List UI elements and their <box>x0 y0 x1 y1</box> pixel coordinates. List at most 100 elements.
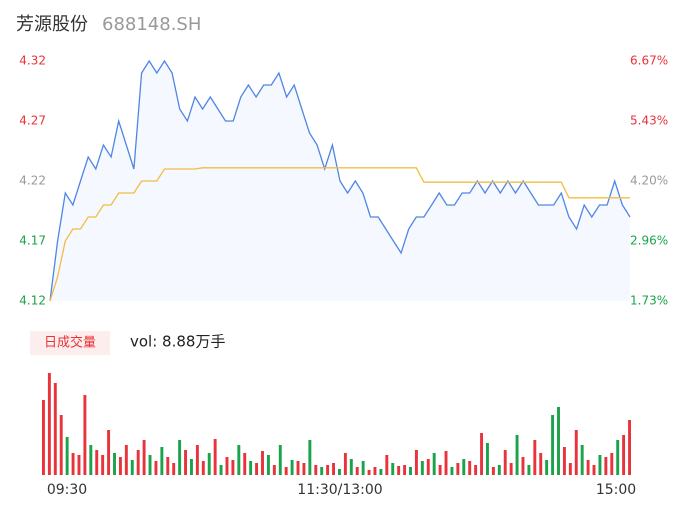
y-tick-label: 4.17 <box>19 234 46 248</box>
x-tick-label: 15:00 <box>596 482 636 498</box>
volume-bar <box>403 465 407 475</box>
volume-bar <box>272 465 276 475</box>
volume-bar <box>47 373 51 475</box>
volume-bar <box>178 440 182 475</box>
volume-bar <box>391 463 395 475</box>
volume-bar <box>154 461 158 475</box>
volume-bar <box>515 435 519 475</box>
volume-bar <box>432 453 436 475</box>
volume-bar <box>243 453 247 475</box>
volume-bar <box>343 453 347 475</box>
volume-bar <box>480 433 483 475</box>
volume-bar <box>574 430 578 475</box>
volume-bar <box>107 430 111 475</box>
y2-tick-label: 4.20% <box>630 174 668 188</box>
volume-bar <box>213 439 217 475</box>
volume-bar <box>456 463 460 475</box>
volume-bar <box>314 465 318 475</box>
volume-bar <box>219 465 223 475</box>
volume-bar <box>59 415 63 475</box>
volume-bar <box>527 465 531 475</box>
volume-bar <box>207 453 211 475</box>
y-tick-label: 4.27 <box>19 114 46 128</box>
volume-bar <box>539 453 543 475</box>
volume-bar <box>414 450 418 475</box>
volume-bar <box>284 467 288 475</box>
volume-bar <box>450 467 454 475</box>
volume-bar <box>278 445 282 475</box>
volume-bar <box>326 465 330 475</box>
price-line <box>49 59 631 302</box>
volume-label: 日成交量 <box>44 335 96 351</box>
volume-bar <box>486 443 489 475</box>
chart-title: 芳源股份 <box>16 14 88 35</box>
volume-bar <box>71 453 75 475</box>
volume-bar <box>438 465 442 475</box>
volume-bar <box>320 467 324 475</box>
volume-bar <box>385 455 389 475</box>
volume-bar <box>444 451 448 475</box>
y-tick-label: 4.22 <box>19 174 46 188</box>
volume-bar <box>367 470 371 475</box>
y2-tick-label: 1.73% <box>630 294 668 308</box>
volume-bar <box>598 455 602 475</box>
volume-bar <box>349 459 353 475</box>
volume-bar <box>622 435 626 475</box>
y-tick-label: 4.12 <box>19 294 46 308</box>
volume-bar <box>426 459 430 475</box>
y2-tick-label: 5.43% <box>630 114 668 128</box>
volume-bar <box>290 460 294 475</box>
volume-bar <box>562 447 566 475</box>
volume-bar <box>361 461 365 475</box>
y-tick-label: 4.32 <box>19 54 46 68</box>
volume-bar <box>497 465 501 475</box>
volume-bar <box>468 461 472 475</box>
volume-bar <box>409 467 412 475</box>
volume-bar <box>136 450 140 475</box>
volume-bar <box>610 453 614 475</box>
volume-bar <box>124 445 128 475</box>
volume-bar <box>142 440 146 475</box>
volume-bar <box>53 383 57 475</box>
volume-bar <box>533 440 537 475</box>
volume-bar <box>545 460 549 475</box>
volume-bar <box>355 467 359 475</box>
volume-bar <box>509 463 513 475</box>
volume-bar <box>557 407 560 475</box>
volume-badge <box>30 331 110 355</box>
volume-bar <box>184 450 187 475</box>
volume-bar <box>604 457 608 475</box>
volume-bar <box>249 461 253 475</box>
volume-bar <box>83 395 87 475</box>
volume-bar <box>130 460 134 475</box>
volume-bar <box>308 440 312 475</box>
volume-bar <box>568 463 572 475</box>
volume-bar <box>373 467 377 475</box>
volume-bar <box>491 467 495 475</box>
volume-bar <box>166 457 170 475</box>
average-line <box>49 167 630 302</box>
volume-bar <box>113 453 116 475</box>
volume-bar <box>503 450 507 475</box>
y2-tick-label: 6.67% <box>630 54 668 68</box>
x-tick-label: 11:30/13:00 <box>297 482 382 498</box>
volume-bar <box>586 460 590 475</box>
volume-bar <box>148 455 152 475</box>
volume-bar <box>195 445 199 475</box>
volume-bar <box>420 461 424 475</box>
volume-bar <box>190 459 193 475</box>
volume-bar <box>255 463 259 475</box>
volume-bar <box>231 460 235 475</box>
volume-bar <box>302 463 306 475</box>
volume-bar <box>95 450 99 475</box>
volume-bar <box>172 463 176 475</box>
volume-bar <box>592 465 596 475</box>
volume-bar <box>77 455 81 475</box>
volume-bar <box>160 447 164 475</box>
volume-bar <box>225 457 229 475</box>
volume-bar <box>237 445 241 475</box>
volume-text: vol: 8.88万手 <box>130 333 225 351</box>
chart-subtitle: 688148.SH <box>102 14 201 35</box>
volume-bar <box>118 457 122 475</box>
